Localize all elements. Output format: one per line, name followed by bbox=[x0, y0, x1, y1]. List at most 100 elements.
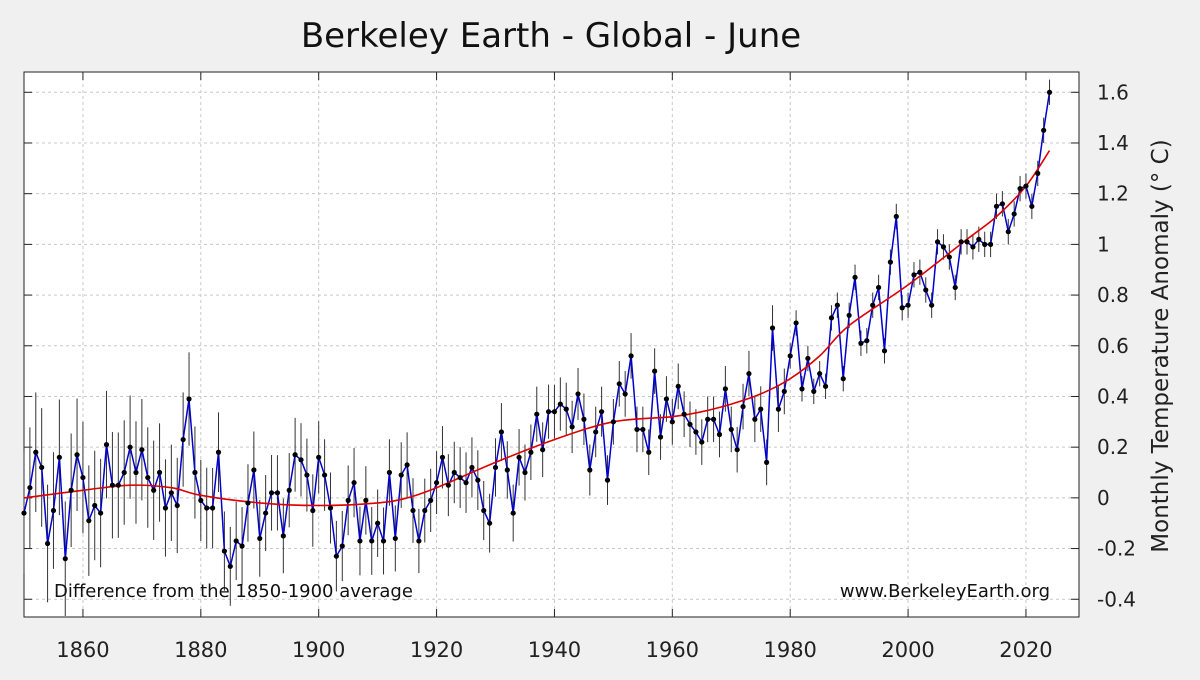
x-tick-label: 1860 bbox=[56, 638, 109, 662]
data-point bbox=[593, 429, 599, 435]
data-point bbox=[946, 254, 952, 260]
data-point bbox=[987, 241, 994, 247]
data-point bbox=[68, 487, 74, 493]
data-point bbox=[1011, 211, 1017, 217]
y-tick-label: 0 bbox=[1097, 486, 1110, 510]
chart-title: Berkeley Earth - Global - June bbox=[301, 16, 801, 56]
data-point bbox=[787, 353, 793, 359]
data-point bbox=[469, 464, 475, 471]
data-point bbox=[693, 429, 699, 435]
data-point bbox=[575, 391, 581, 397]
data-point bbox=[280, 533, 286, 539]
data-point bbox=[929, 302, 935, 308]
data-point bbox=[781, 388, 787, 394]
x-tick-label: 2020 bbox=[999, 638, 1052, 662]
data-point bbox=[534, 411, 540, 417]
data-point bbox=[728, 426, 734, 433]
data-point bbox=[993, 203, 1000, 209]
data-point bbox=[62, 556, 68, 562]
baseline-note: Difference from the 1850-1900 average bbox=[54, 581, 413, 602]
data-point bbox=[716, 431, 723, 438]
data-point bbox=[50, 507, 57, 514]
data-point bbox=[445, 482, 451, 488]
data-point bbox=[327, 505, 334, 511]
data-point bbox=[958, 239, 964, 245]
data-point bbox=[522, 469, 528, 476]
x-tick-labels: 1860 1880 1900 1920 1940 1960 1980 2000 2020 bbox=[56, 638, 1052, 662]
y-tick-label: 0.6 bbox=[1097, 334, 1129, 358]
data-point bbox=[722, 386, 728, 392]
data-point bbox=[775, 406, 782, 412]
data-point bbox=[793, 320, 799, 326]
data-point bbox=[109, 482, 116, 488]
data-point bbox=[439, 454, 446, 460]
data-point bbox=[74, 452, 80, 458]
data-point bbox=[640, 426, 646, 433]
data-point bbox=[840, 376, 846, 382]
data-point bbox=[44, 540, 51, 547]
data-point bbox=[893, 213, 899, 220]
data-point bbox=[687, 421, 693, 427]
data-point bbox=[587, 467, 593, 473]
y-tick-label: 0.2 bbox=[1097, 435, 1129, 459]
data-point bbox=[923, 287, 929, 293]
data-point bbox=[151, 487, 157, 493]
data-point bbox=[528, 449, 534, 455]
data-point bbox=[416, 538, 422, 544]
data-point bbox=[899, 305, 905, 311]
data-point bbox=[805, 355, 811, 362]
data-point bbox=[887, 259, 893, 265]
data-point bbox=[905, 302, 911, 308]
data-point bbox=[375, 520, 381, 526]
data-point bbox=[398, 472, 404, 478]
data-point bbox=[304, 472, 310, 478]
data-point bbox=[298, 457, 304, 463]
data-point bbox=[492, 464, 499, 471]
data-point bbox=[934, 239, 941, 245]
data-point bbox=[516, 454, 522, 460]
data-point bbox=[569, 424, 575, 430]
data-point bbox=[339, 543, 345, 549]
data-point bbox=[115, 482, 121, 488]
data-point bbox=[911, 272, 917, 278]
data-point bbox=[333, 553, 339, 559]
data-point bbox=[428, 497, 434, 503]
data-point bbox=[675, 383, 681, 389]
data-point bbox=[769, 325, 776, 331]
data-point bbox=[563, 406, 569, 412]
plot-area bbox=[23, 71, 1080, 618]
y-tick-label: 1.6 bbox=[1097, 80, 1129, 104]
data-point bbox=[1017, 186, 1023, 192]
data-point bbox=[622, 391, 628, 397]
data-point bbox=[227, 563, 233, 569]
data-point bbox=[192, 469, 198, 476]
data-point bbox=[204, 505, 210, 511]
data-point bbox=[498, 429, 505, 435]
data-point bbox=[321, 472, 328, 478]
data-point bbox=[86, 518, 92, 524]
x-tick-label: 1880 bbox=[174, 638, 227, 662]
data-point bbox=[964, 239, 970, 245]
x-tick-label: 1900 bbox=[292, 638, 345, 662]
data-point bbox=[557, 401, 563, 407]
y-tick-label: 1.4 bbox=[1097, 131, 1129, 155]
data-point bbox=[145, 474, 151, 481]
data-point bbox=[210, 505, 216, 511]
data-point bbox=[121, 469, 127, 476]
data-point bbox=[652, 368, 658, 374]
y-tick-label: 0.8 bbox=[1097, 283, 1129, 307]
data-point bbox=[876, 284, 882, 291]
data-point bbox=[858, 340, 864, 346]
data-point bbox=[103, 442, 110, 448]
data-point bbox=[740, 404, 746, 410]
data-point bbox=[463, 480, 469, 486]
data-point bbox=[1029, 203, 1035, 209]
data-point bbox=[657, 434, 664, 440]
axis-ticks bbox=[24, 72, 1079, 617]
y-tick-label: -0.4 bbox=[1097, 587, 1136, 611]
y-tick-labels: -0.4 -0.2 0 0.2 0.4 0.6 0.8 1 1.2 1.4 1.6 bbox=[1097, 80, 1136, 611]
data-point bbox=[551, 409, 558, 415]
data-point bbox=[870, 302, 876, 308]
data-point bbox=[504, 467, 510, 473]
y-tick-label: 0.4 bbox=[1097, 384, 1129, 408]
